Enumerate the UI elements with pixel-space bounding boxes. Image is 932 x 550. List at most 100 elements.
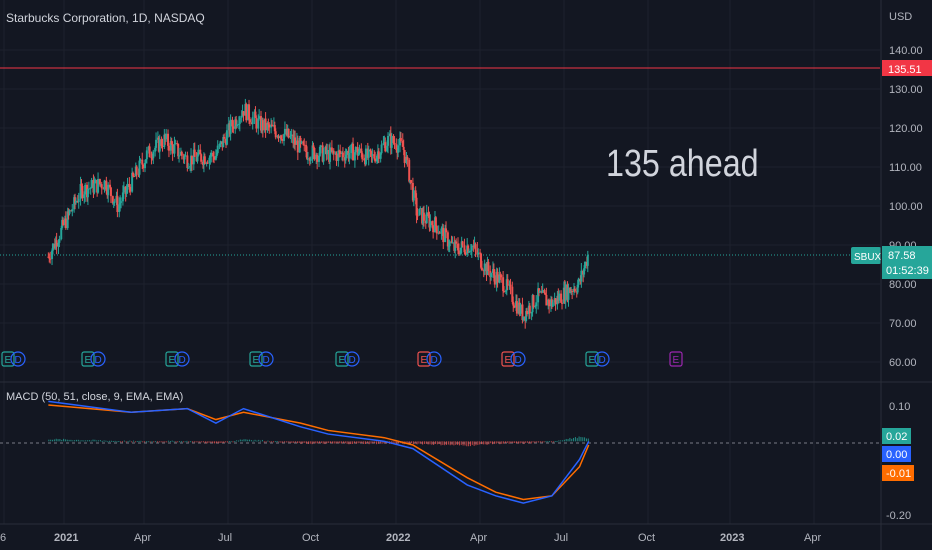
candle-body (80, 184, 83, 186)
candle-body (434, 217, 437, 226)
histogram-bar (179, 441, 181, 443)
candle-body (90, 179, 93, 188)
annotation-text[interactable]: 135 ahead (606, 143, 759, 185)
candle-body (374, 158, 377, 162)
histogram-bar (433, 441, 435, 445)
histogram-bar (66, 439, 68, 442)
candle-body (215, 152, 218, 156)
candle-body (474, 244, 477, 250)
candle-body (429, 221, 432, 228)
histogram-bar (265, 441, 267, 443)
histogram-bar (228, 441, 230, 443)
candle-body (435, 225, 438, 234)
histogram-bar (271, 441, 273, 443)
candle-body (167, 145, 170, 151)
histogram-bar (295, 441, 297, 443)
histogram-bar (398, 441, 400, 444)
histogram-bar (330, 441, 332, 443)
candle-body (406, 156, 409, 160)
histogram-bar (138, 440, 140, 442)
candle-body (144, 162, 147, 169)
histogram-bar (475, 441, 477, 446)
candle-body (569, 287, 572, 293)
histogram-bar (134, 441, 136, 443)
time-axis-ticks[interactable]: 6 2021 Apr Jul Oct 2022 Apr Jul Oct 2023 Apr (0, 532, 821, 544)
candle-body (66, 211, 69, 229)
histogram-bar (98, 440, 100, 442)
candle-body (258, 116, 261, 119)
time-tick-label: 2021 (54, 532, 78, 544)
histogram-bar (486, 441, 488, 445)
candle-body (49, 258, 52, 260)
time-tick-label: Jul (554, 532, 568, 544)
signal-line (48, 404, 590, 501)
histogram-bar (236, 440, 238, 442)
event-marker-letter: D (179, 355, 186, 366)
histogram-bar (256, 440, 258, 442)
candle-body (513, 305, 516, 308)
histogram-bar (118, 441, 120, 443)
candle-body (237, 123, 240, 125)
histogram-bar (162, 441, 164, 443)
histogram-bar (337, 441, 339, 444)
candle-body (468, 250, 471, 253)
candle-body (412, 190, 415, 201)
event-marker-letter: E (5, 355, 12, 366)
earnings-icon (249, 351, 263, 367)
histogram-bar (212, 441, 214, 444)
histogram-bar (72, 440, 74, 442)
symbol-badge-label: SBUX (854, 252, 882, 263)
dividend-icon (90, 351, 106, 367)
event-marker-letter: E (589, 355, 596, 366)
candle-body (322, 152, 325, 162)
candle-body (77, 198, 80, 203)
histogram-bar (74, 440, 76, 442)
histogram-bar (57, 439, 59, 442)
candle-body (196, 155, 199, 162)
histogram-bar (129, 440, 131, 442)
candle-body (154, 147, 157, 152)
candle-body (192, 149, 195, 165)
candle-body (62, 219, 65, 226)
event-marker[interactable]: E (669, 351, 683, 367)
histogram-bar (331, 441, 333, 444)
candle-body (245, 104, 248, 121)
candle-body (268, 124, 271, 128)
histogram-bar (353, 441, 355, 443)
candle-body (132, 176, 135, 178)
candle-body (163, 134, 166, 147)
candle-body (189, 166, 192, 168)
candle-body (519, 304, 522, 314)
candle-body (283, 134, 286, 141)
candle-body (509, 284, 512, 287)
histogram-bar (515, 441, 517, 444)
event-marker-letter: D (95, 355, 102, 366)
candle-body (126, 183, 129, 190)
histogram-bar (425, 441, 427, 444)
candle-body (280, 135, 283, 139)
macd-axis-tick-top: 0.10 (889, 401, 910, 413)
histogram-bar (110, 440, 112, 442)
candle-body (377, 151, 380, 159)
candle-body (442, 227, 445, 243)
candle-body (446, 232, 449, 247)
histogram-bar (249, 439, 251, 442)
histogram-bar (147, 441, 149, 443)
candle-body (271, 124, 274, 127)
histogram-bar (190, 441, 192, 443)
histogram-bar (278, 441, 280, 443)
histogram-bar (214, 441, 216, 444)
histogram-bar (409, 441, 411, 444)
histogram-bar (438, 441, 440, 444)
candle-body (431, 221, 434, 226)
candle-body (561, 302, 564, 304)
